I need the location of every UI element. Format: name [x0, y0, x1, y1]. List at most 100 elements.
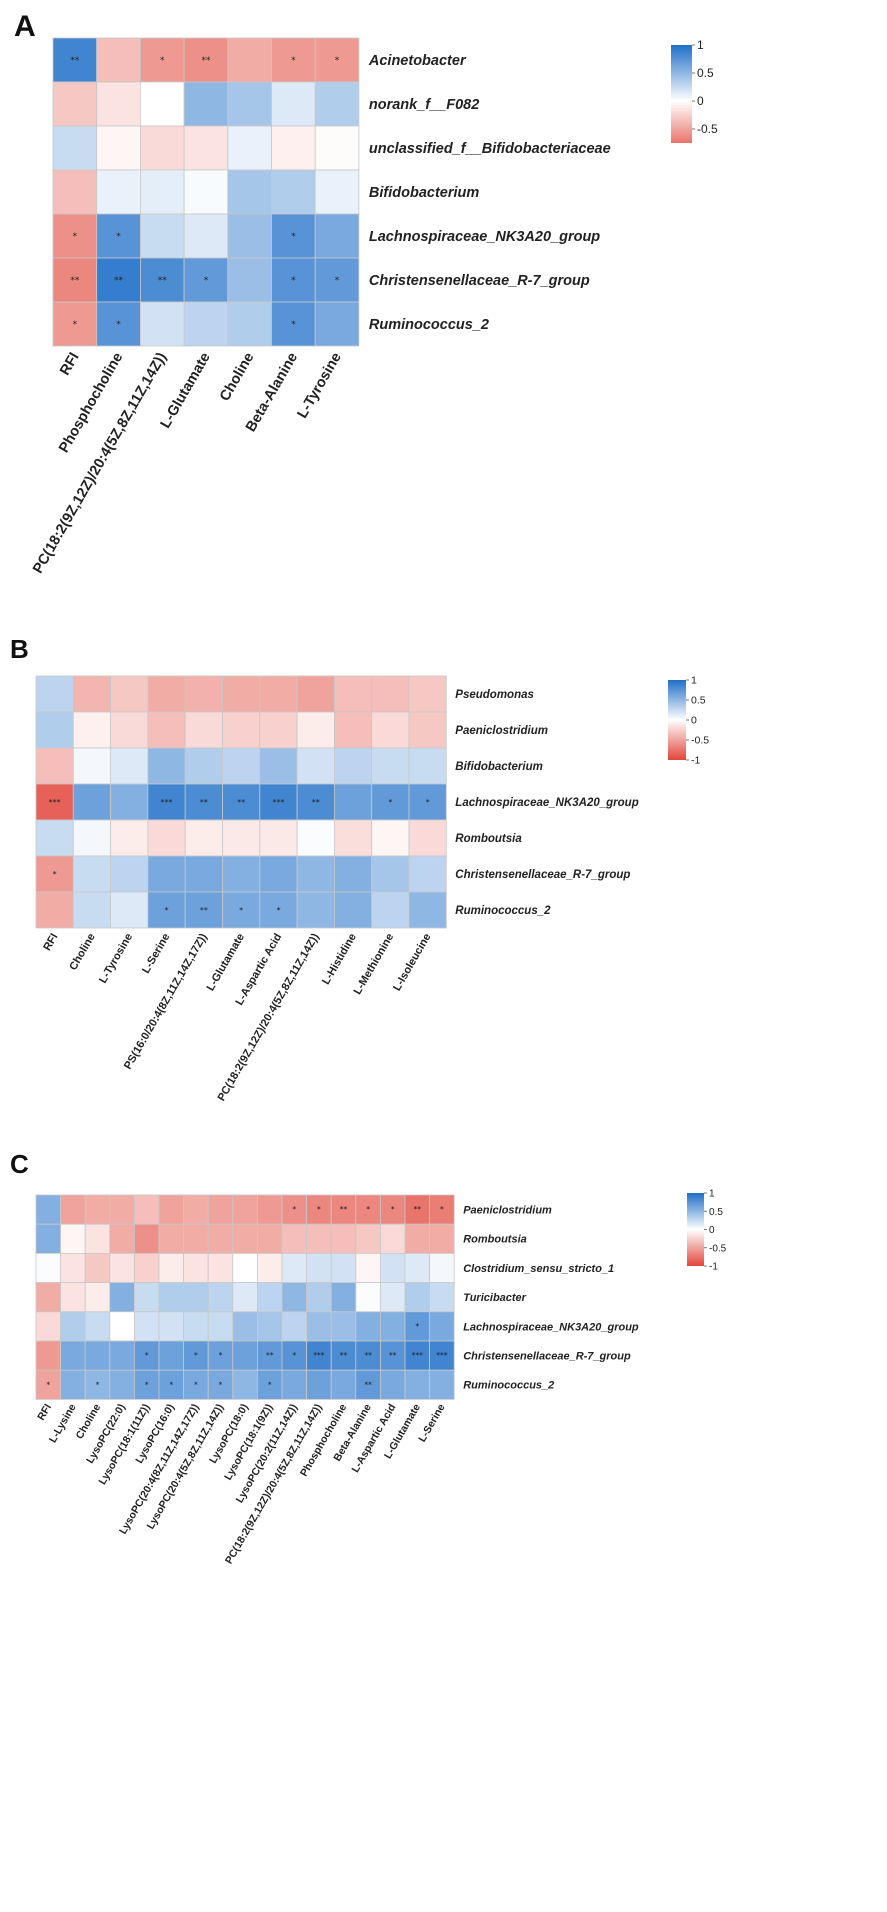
- heatmap-cell: [271, 213, 316, 259]
- significance-marker: *: [160, 56, 165, 66]
- heatmap-cell: [379, 1340, 406, 1371]
- colorbar-tick-label: 0: [709, 1225, 715, 1236]
- row-label: Ruminococcus_2: [463, 1380, 554, 1392]
- heatmap-cell: [333, 891, 373, 929]
- significance-marker: *: [96, 1380, 100, 1389]
- heatmap-cell: [355, 1253, 381, 1284]
- heatmap-cell: [306, 1253, 332, 1284]
- heatmap-cell: [256, 1340, 283, 1371]
- significance-marker: *: [204, 276, 209, 286]
- heatmap-cell: [147, 783, 186, 821]
- heatmap-cell: [314, 125, 360, 171]
- heatmap-cell: [84, 1311, 111, 1342]
- heatmap-cell: [227, 37, 272, 83]
- heatmap-cell: [222, 711, 261, 749]
- heatmap-cell: [110, 783, 149, 821]
- heatmap-cell: [207, 1223, 234, 1254]
- heatmap-cell: [35, 819, 74, 857]
- significance-marker: *: [194, 1380, 198, 1389]
- heatmap-cell: [232, 1253, 258, 1284]
- heatmap-cell: [232, 1223, 258, 1254]
- heatmap-cell: [84, 1282, 111, 1313]
- heatmap-cell: [222, 819, 261, 857]
- heatmap-cell: [84, 1194, 111, 1225]
- significance-marker: *: [291, 320, 296, 330]
- significance-marker: *: [73, 320, 78, 330]
- heatmap-cell: [84, 1253, 111, 1284]
- heatmap-cell: [333, 855, 373, 893]
- heatmap-cell: [408, 675, 447, 713]
- significance-marker: *: [366, 1205, 370, 1214]
- heatmap-cell: [60, 1194, 86, 1225]
- heatmap-cell: [281, 1253, 308, 1284]
- significance-marker: *: [291, 276, 296, 286]
- heatmap-cell: [306, 1369, 332, 1400]
- row-label: Bifidobacterium: [455, 761, 543, 773]
- heatmap-cell: [184, 711, 223, 749]
- significance-marker: *: [317, 1205, 321, 1214]
- colorbar-tick-label: 0.5: [709, 1207, 723, 1218]
- heatmap-cell: [183, 169, 229, 215]
- significance-marker: **: [200, 906, 208, 915]
- heatmap-cell: [60, 1253, 86, 1284]
- heatmap-cell: [110, 891, 149, 929]
- significance-marker: *: [145, 1380, 149, 1389]
- colorbar-tick-label: 1: [709, 1189, 715, 1200]
- colorbar-tick-label: -0.5: [691, 735, 709, 747]
- heatmap-cell: [184, 819, 223, 857]
- row-label: norank_f__F082: [369, 97, 479, 113]
- heatmap-cell: [296, 855, 335, 893]
- heatmap-cell: [52, 169, 98, 215]
- heatmap-cell: [271, 81, 316, 127]
- heatmap-cell: [371, 855, 410, 893]
- significance-marker: *: [239, 906, 243, 915]
- heatmap-cell: [296, 711, 335, 749]
- heatmap-cell: [306, 1223, 332, 1254]
- heatmap-cell: [227, 81, 272, 127]
- row-label: Clostridium_sensu_stricto_1: [463, 1263, 614, 1275]
- heatmap-cell: [227, 213, 272, 259]
- heatmap-cell: [379, 1253, 406, 1284]
- heatmap-cell: [96, 257, 141, 303]
- significance-marker: *: [46, 1380, 50, 1389]
- heatmap-cell: [404, 1369, 431, 1400]
- heatmap-cell: [333, 675, 373, 713]
- heatmap-cell: [207, 1253, 234, 1284]
- heatmap-cell: [109, 1223, 135, 1254]
- heatmap-cell: [147, 819, 186, 857]
- colorbar-tick-label: -1: [709, 1262, 718, 1273]
- heatmap-cell: [281, 1194, 308, 1225]
- row-label: Lachnospiraceae_NK3A20_group: [455, 797, 638, 809]
- heatmap-cell: [109, 1311, 135, 1342]
- row-label: Christensenellaceae_R-7_group: [369, 273, 590, 289]
- heatmap-cell: [259, 819, 298, 857]
- significance-marker: **: [364, 1380, 372, 1389]
- heatmap-cell: [271, 125, 316, 171]
- heatmap-cell: [232, 1194, 258, 1225]
- heatmap-cell: [207, 1194, 234, 1225]
- heatmap-cell: [207, 1282, 234, 1313]
- heatmap-cell: [52, 125, 98, 171]
- heatmap-cell: [256, 1223, 283, 1254]
- heatmap-cell: [355, 1223, 381, 1254]
- row-label: Paeniclostridium: [455, 725, 548, 737]
- row-label: Christensenellaceae_R-7_group: [463, 1350, 631, 1362]
- heatmap-cell: [133, 1282, 160, 1313]
- heatmap-cell: [109, 1253, 135, 1284]
- heatmap-cell: [355, 1340, 381, 1371]
- heatmap-cell: [296, 783, 335, 821]
- heatmap-cell: [110, 675, 149, 713]
- heatmap-cell: [429, 1340, 455, 1371]
- heatmap-cell: [379, 1223, 406, 1254]
- heatmap-cell: [96, 125, 141, 171]
- heatmap-cell: [408, 783, 447, 821]
- column-label: L-Methionine: [352, 932, 397, 997]
- heatmap-cell: [184, 747, 223, 785]
- heatmap-cell: [429, 1223, 455, 1254]
- significance-marker: *: [292, 1351, 296, 1360]
- heatmap-cell: [271, 301, 316, 347]
- column-label: RFI: [41, 932, 60, 953]
- significance-marker: **: [414, 1205, 422, 1214]
- heatmap-cell: [52, 213, 98, 259]
- row-label: Bifidobacterium: [369, 185, 479, 201]
